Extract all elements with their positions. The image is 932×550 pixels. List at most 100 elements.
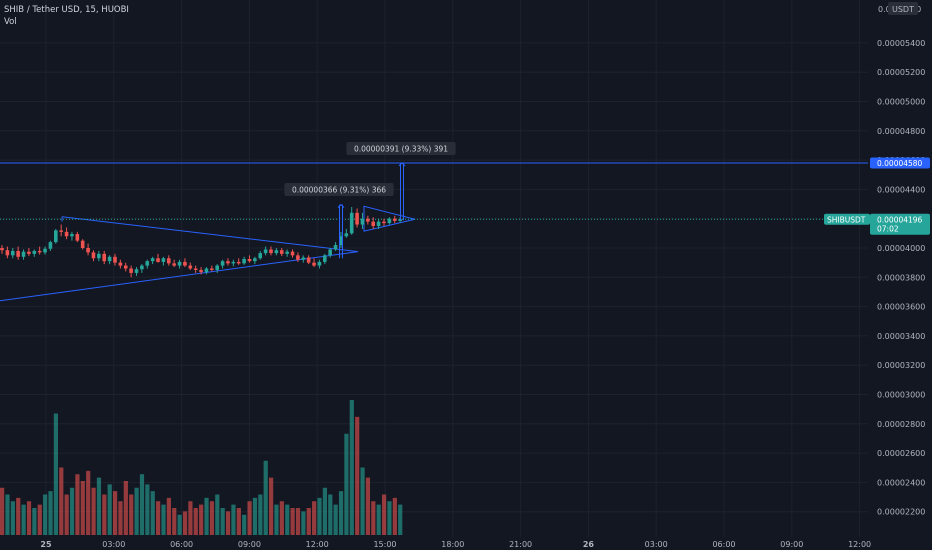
candle-body: [123, 265, 128, 269]
candle-body: [253, 258, 257, 262]
candle-body: [172, 263, 176, 266]
currency-badge[interactable]: [888, 2, 918, 15]
candle-body: [301, 257, 306, 260]
time-tick-label: 21:00: [509, 540, 532, 549]
volume-bar: [381, 494, 387, 535]
price-axis-top-partial: 0.0: [878, 5, 891, 14]
candle-body: [70, 234, 74, 237]
volume-bar: [139, 474, 145, 535]
candle-body: [118, 262, 123, 266]
time-tick-label: 09:00: [780, 540, 803, 549]
candle-body: [392, 218, 397, 221]
triangle-upper-line[interactable]: [61, 216, 359, 253]
candle-body: [102, 253, 107, 262]
volume-bar: [96, 477, 102, 535]
candle-body: [306, 257, 311, 263]
time-tick-label: 12:00: [306, 540, 329, 549]
volume-bar: [182, 511, 188, 535]
volume-bar: [199, 504, 204, 535]
price-tick-label: 0.00002400: [877, 478, 925, 487]
overlays[interactable]: 0.00000366 (9.31%) 366 0.00000391 (9.33%)…: [284, 142, 456, 259]
candle-body: [355, 212, 359, 225]
volume-bar: [285, 504, 290, 535]
time-tick-label: 18:00: [441, 540, 464, 549]
volume-bar: [107, 484, 112, 535]
symbol-badge: [824, 213, 870, 225]
volume-bar: [231, 504, 236, 535]
volume-bar: [150, 491, 155, 535]
volume-bar: [43, 494, 48, 535]
candles: [0, 206, 402, 278]
candle-body: [382, 221, 386, 224]
candle-body: [16, 250, 20, 257]
volume-bar: [86, 470, 91, 535]
volume-bar: [387, 501, 392, 535]
chart-legend[interactable]: SHIB / Tether USD, 15, HUOBI Vol: [4, 4, 129, 28]
volume-bar: [322, 487, 327, 535]
candle-body: [32, 250, 37, 254]
time-axis[interactable]: 25 03:00 06:00 09:00 12:00 15:00 18:00 21:00 26 0…: [0, 537, 932, 550]
currency-label: USDT: [892, 5, 914, 14]
volume-bar: [312, 501, 317, 535]
candle-body: [290, 251, 295, 256]
candle-body: [21, 251, 26, 257]
price-tick-label: 0.00003800: [877, 273, 925, 282]
last-price-badges[interactable]: SHIBUSDT 0.00004196 07:02: [824, 213, 930, 235]
volume-bar: [59, 467, 64, 535]
measure-1-label: 0.00000366 (9.31%) 366: [292, 186, 386, 195]
horizontal-line-badge[interactable]: 0.00004580: [870, 157, 930, 169]
candle-body: [64, 231, 69, 237]
candle-body: [193, 268, 198, 270]
price-tick-label: 0.00003400: [877, 332, 925, 341]
time-tick-label: 25: [40, 540, 52, 549]
volume-bar: [64, 494, 69, 535]
volume-bar: [80, 481, 85, 535]
volume-bar: [355, 416, 360, 535]
volume-bar: [193, 508, 198, 535]
candle-body: [317, 261, 322, 266]
measure-2-label-bg: [346, 142, 456, 155]
legend-volume[interactable]: Vol: [4, 17, 17, 27]
measure-1-arrowhead: [337, 203, 345, 208]
measure-2-arrowhead: [398, 162, 406, 167]
candle-body: [371, 221, 376, 227]
candle-body: [349, 212, 354, 234]
volume-bar: [32, 508, 37, 535]
price-axis[interactable]: 0.0 00 0.000054000.000052000.000050000.0…: [868, 0, 932, 537]
volume-bars: [0, 400, 403, 535]
price-tick-label: 0.00005000: [877, 98, 925, 107]
price-tick-label: 0.00003000: [877, 391, 925, 400]
bar-countdown: 07:02: [877, 224, 899, 233]
volume-bar: [69, 487, 75, 535]
candle-body: [226, 261, 230, 264]
candle-body: [177, 261, 182, 266]
price-tick-label: 0.00004800: [877, 127, 925, 136]
candle-body: [48, 242, 53, 249]
time-tick-labels: 25 03:00 06:00 09:00 12:00 15:00 18:00 21:00 26 0…: [40, 540, 871, 549]
price-tick-label: 0.00002800: [877, 420, 925, 429]
candle-body: [333, 245, 338, 250]
legend-title[interactable]: SHIB / Tether USD, 15, HUOBI: [4, 5, 129, 15]
volume-bar: [269, 477, 274, 535]
candle-body: [258, 253, 263, 259]
volume-bar: [392, 497, 397, 535]
volume-bar: [258, 494, 263, 535]
price-tick-labels: 0.00005400 0.00005200 0.00005000 0.00004800…: [877, 39, 925, 517]
candle-body: [220, 261, 225, 266]
candle-body: [107, 256, 112, 262]
candle-body: [140, 265, 144, 270]
price-axis-bg: [868, 0, 932, 537]
candle-body: [242, 258, 246, 264]
volume-bar: [236, 508, 241, 535]
volume-bar: [188, 501, 193, 535]
candle-body: [323, 255, 327, 262]
volume-bar: [263, 460, 268, 535]
time-tick-label: 03:00: [645, 540, 668, 549]
candle-body: [204, 268, 209, 273]
volume-bar: [328, 494, 333, 535]
volume-bar: [344, 433, 349, 535]
volume-bar: [301, 511, 306, 535]
candle-body: [0, 248, 4, 251]
candle-body: [274, 250, 279, 254]
